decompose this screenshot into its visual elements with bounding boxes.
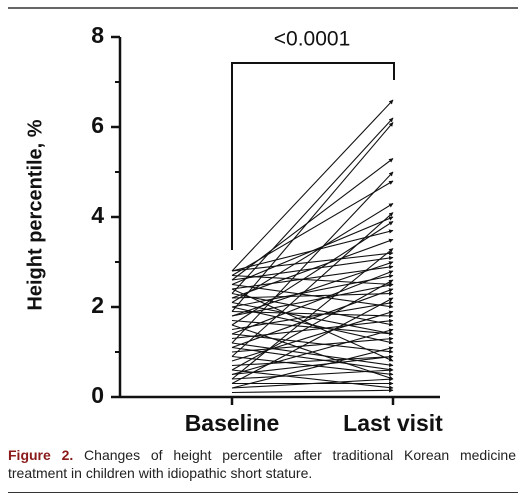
pair-line [231, 324, 394, 380]
pair-line [231, 319, 394, 336]
pair-line [231, 229, 394, 272]
pair-line [231, 336, 394, 353]
y-tick-label: 6 [91, 112, 104, 138]
pair-line [231, 297, 394, 384]
pair-line [231, 203, 394, 303]
pair-line [231, 261, 394, 317]
pair-line [231, 318, 394, 340]
caption: Figure 2. Changes of height percentile a… [8, 446, 516, 482]
pair-line [231, 171, 394, 344]
pair-line [231, 122, 394, 312]
pair-line [231, 377, 394, 389]
pair-line [231, 264, 394, 290]
y-tick-label: 2 [91, 292, 104, 318]
pair-line [231, 346, 394, 389]
bottom-rule [8, 492, 518, 493]
pair-line [231, 354, 394, 367]
pair-line [231, 354, 394, 376]
pair-line [231, 274, 394, 287]
y-tick-label: 4 [91, 202, 104, 228]
pair-line [231, 300, 394, 331]
pair-line [231, 180, 394, 276]
y-tick-label: 8 [91, 22, 104, 48]
pair-line [231, 117, 394, 294]
pair-line [231, 251, 394, 272]
caption-text: Changes of height percentile after tradi… [8, 447, 516, 481]
y-tick-label: 0 [91, 382, 104, 408]
pair-line [231, 283, 394, 317]
pair-line [231, 270, 394, 335]
annotation: <0.0001 [274, 28, 351, 51]
pair-line [231, 283, 394, 309]
pair-line [231, 212, 394, 357]
pair-line [231, 346, 394, 372]
pair-line [231, 388, 394, 394]
x-tick-label: Baseline [185, 410, 280, 436]
y-axis-label: Height percentile, % [24, 119, 46, 310]
pair-line [231, 99, 394, 272]
pair-line [231, 288, 394, 362]
pair-line [231, 292, 394, 327]
pair-line [231, 255, 394, 281]
x-tick-label: Last visit [343, 410, 443, 436]
chart: Height percentile, % <0.0001 0 2 4 6 8 Baseli… [8, 7, 518, 436]
pair-line [231, 342, 394, 368]
pair-line [231, 274, 394, 308]
pair-line [231, 369, 394, 390]
caption-label: Figure 2. [8, 447, 74, 463]
pair-line [231, 310, 394, 319]
bracket [231, 62, 395, 250]
pair-line [231, 301, 394, 336]
